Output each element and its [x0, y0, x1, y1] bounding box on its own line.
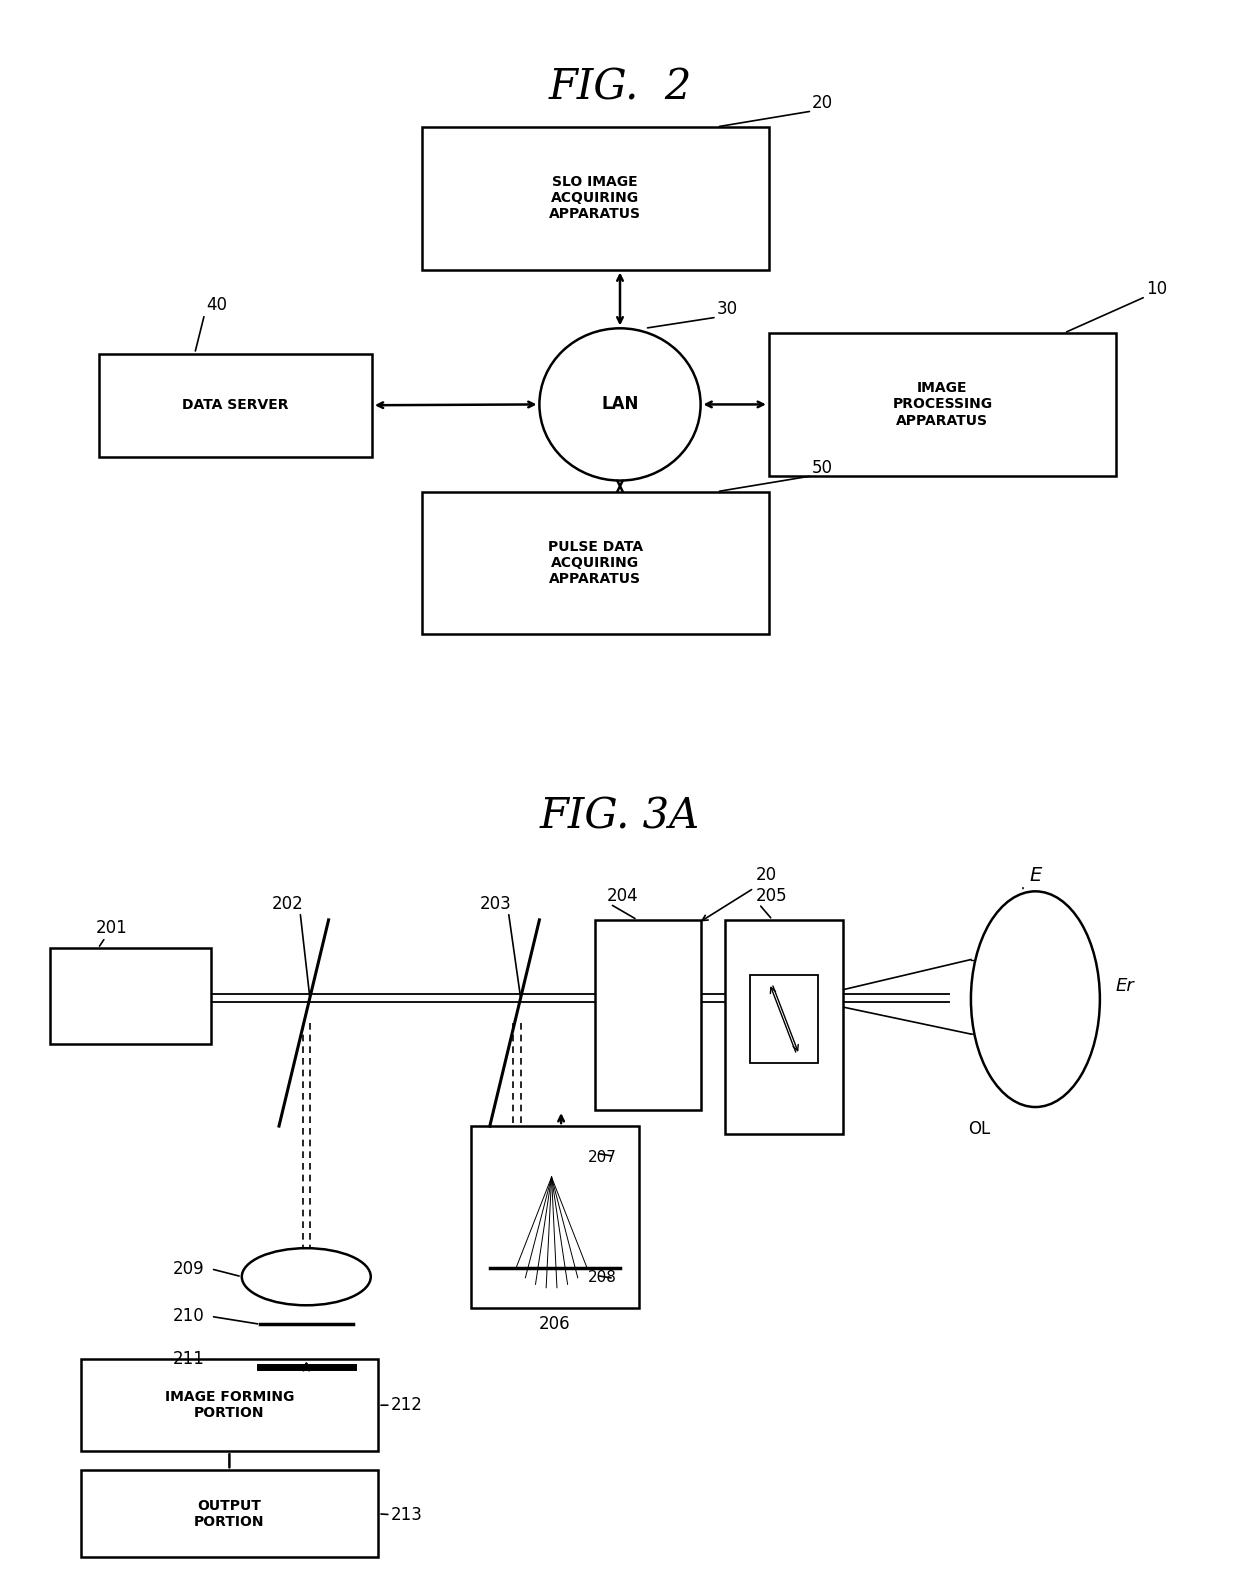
Text: 208: 208 — [588, 1270, 616, 1285]
Text: 204: 204 — [606, 887, 639, 906]
Text: E: E — [1029, 866, 1042, 885]
Ellipse shape — [971, 891, 1100, 1107]
Bar — [769, 333, 1116, 476]
Text: FIG.  2: FIG. 2 — [548, 67, 692, 108]
Ellipse shape — [242, 1248, 371, 1305]
Text: OL: OL — [968, 1120, 991, 1139]
Ellipse shape — [539, 328, 701, 481]
Text: 202: 202 — [272, 895, 304, 914]
Text: PULSE DATA
ACQUIRING
APPARATUS: PULSE DATA ACQUIRING APPARATUS — [548, 539, 642, 587]
Bar — [725, 920, 843, 1134]
Text: LAN: LAN — [601, 395, 639, 414]
Bar — [81, 1470, 378, 1557]
Text: 205: 205 — [755, 887, 787, 906]
Text: DATA SERVER: DATA SERVER — [182, 398, 289, 412]
Text: 211: 211 — [172, 1350, 205, 1369]
Bar — [50, 948, 211, 1044]
Text: 210: 210 — [172, 1307, 205, 1326]
Text: SLO IMAGE
ACQUIRING
APPARATUS: SLO IMAGE ACQUIRING APPARATUS — [549, 174, 641, 222]
Text: IMAGE
PROCESSING
APPARATUS: IMAGE PROCESSING APPARATUS — [893, 381, 992, 428]
Text: 206: 206 — [538, 1315, 570, 1334]
Bar — [750, 975, 818, 1063]
Bar — [471, 1126, 639, 1308]
Text: 201: 201 — [95, 918, 128, 937]
Text: 207: 207 — [588, 1150, 616, 1164]
Text: 50: 50 — [812, 458, 833, 477]
Text: 203: 203 — [480, 895, 512, 914]
Text: Er: Er — [1116, 977, 1135, 996]
Text: 20: 20 — [755, 866, 777, 885]
Text: 30: 30 — [717, 300, 738, 319]
Text: 212: 212 — [391, 1396, 423, 1415]
Text: OUTPUT
PORTION: OUTPUT PORTION — [195, 1499, 264, 1529]
Bar — [422, 492, 769, 634]
Bar — [99, 354, 372, 457]
Text: 20: 20 — [812, 94, 833, 113]
Text: FIG. 3A: FIG. 3A — [539, 796, 701, 837]
Bar — [595, 920, 701, 1110]
Text: 213: 213 — [391, 1505, 423, 1524]
Text: IMAGE FORMING
PORTION: IMAGE FORMING PORTION — [165, 1389, 294, 1421]
Text: 40: 40 — [207, 295, 227, 314]
Bar — [422, 127, 769, 270]
Text: 209: 209 — [172, 1259, 205, 1278]
Text: 10: 10 — [1146, 279, 1167, 298]
Bar — [81, 1359, 378, 1451]
